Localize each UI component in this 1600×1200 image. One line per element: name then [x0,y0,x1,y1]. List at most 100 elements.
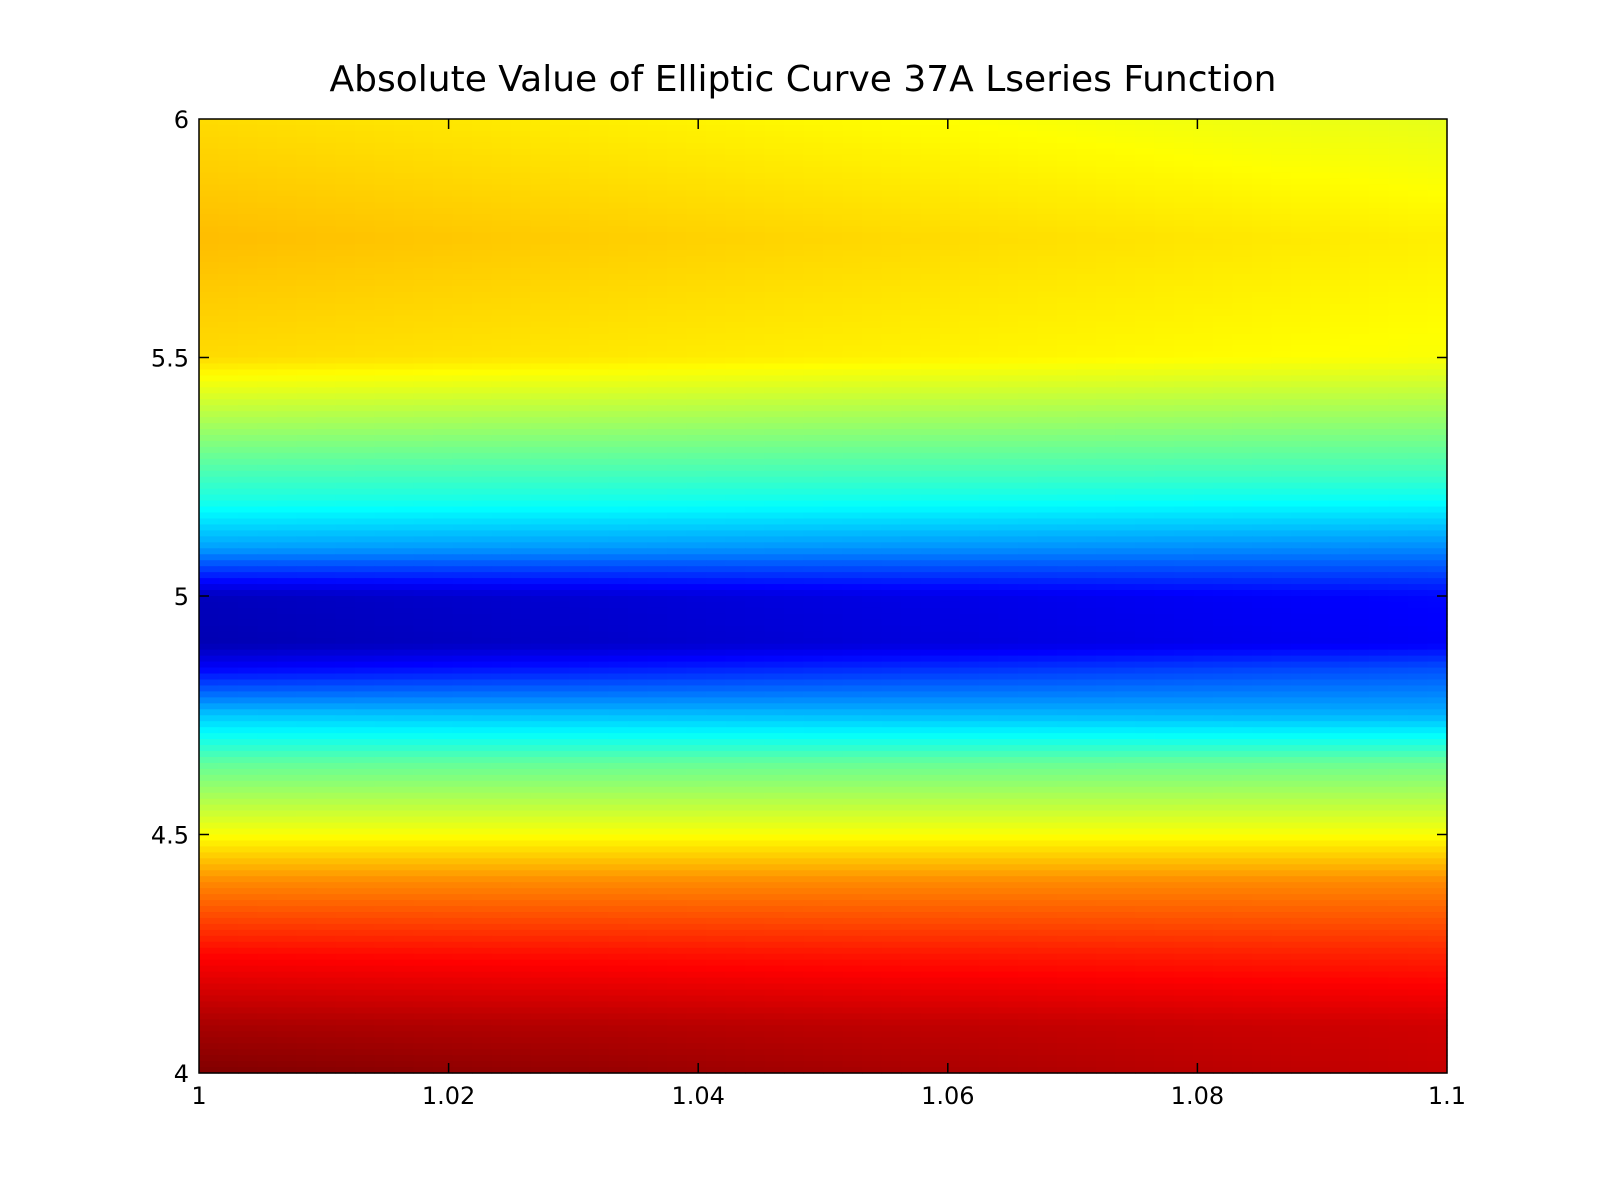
heatmap-cell [433,250,454,257]
heatmap-cell [823,482,844,490]
heatmap-cell [374,405,395,412]
heatmap-cell [1018,160,1039,168]
heatmap-cell [940,500,961,508]
heatmap-cell [277,566,298,573]
heatmap-cell [901,446,922,454]
heatmap-cell [862,136,883,144]
heatmap-cell [296,285,317,293]
heatmap-cell [238,136,259,144]
heatmap-cell [530,190,551,198]
heatmap-cell [569,160,590,168]
heatmap-cell [998,542,1019,549]
heatmap-cell [1349,279,1370,287]
heatmap-cell [725,250,746,257]
heatmap-cell [647,124,668,132]
heatmap-cell [472,512,493,520]
heatmap-cell [1252,446,1273,454]
heatmap-cell [901,160,922,168]
heatmap-cell [1252,393,1273,400]
heatmap-cell [1018,303,1039,311]
heatmap-cell [374,327,395,335]
heatmap-cell [530,339,551,347]
heatmap-cell [1330,285,1351,293]
heatmap-cell [959,488,980,496]
heatmap-cell [511,381,532,388]
heatmap-cell [1310,357,1331,365]
heatmap-cell [940,423,961,430]
heatmap-cell [491,285,512,293]
heatmap-cell [452,440,473,448]
heatmap-cell [940,488,961,496]
heatmap-cell [667,423,688,430]
heatmap-cell [1232,178,1253,186]
heatmap-cell [433,190,454,198]
heatmap-cell [550,136,571,144]
heatmap-cell [862,464,883,472]
heatmap-cell [686,572,707,579]
heatmap-cell [881,357,902,365]
heatmap-cell [1271,494,1292,502]
heatmap-cell [1349,262,1370,269]
heatmap-cell [1076,375,1097,382]
heatmap-cell [277,446,298,454]
heatmap-cell [491,464,512,472]
heatmap-cell [823,494,844,502]
heatmap-cell [667,166,688,174]
heatmap-cell [355,184,376,192]
heatmap-cell [998,172,1019,180]
heatmap-cell [1291,488,1312,496]
heatmap-cell [335,548,356,555]
heatmap-cell [452,411,473,418]
heatmap-cell [394,381,415,388]
heatmap-cell [335,285,356,293]
heatmap-cell [667,327,688,335]
heatmap-cell [647,178,668,186]
heatmap-cell [1349,506,1370,514]
heatmap-cell [335,142,356,150]
heatmap-cell [920,178,941,186]
heatmap-cell [667,375,688,382]
heatmap-cell [1252,530,1273,537]
heatmap-cell [881,256,902,263]
heatmap-cell [998,327,1019,335]
heatmap-cell [998,238,1019,245]
heatmap-cell [1232,238,1253,245]
heatmap-cell [823,309,844,317]
heatmap-cell [686,345,707,353]
heatmap-cell [355,440,376,448]
heatmap-cell [1310,464,1331,472]
heatmap-cell [784,399,805,406]
heatmap-cell [491,124,512,132]
heatmap-cell [199,381,220,388]
heatmap-cell [1388,339,1409,347]
heatmap-cell [335,405,356,412]
heatmap-cell [452,452,473,460]
heatmap-cell [1096,405,1117,412]
heatmap-cell [784,393,805,400]
heatmap-cell [1291,572,1312,579]
heatmap-cell [589,232,610,239]
heatmap-cell [413,291,434,299]
heatmap-cell [1057,214,1078,221]
heatmap-cell [491,256,512,263]
heatmap-cell [1213,566,1234,573]
heatmap-cell [1174,232,1195,239]
heatmap-cell [920,351,941,359]
heatmap-cell [374,417,395,424]
heatmap-cell [530,196,551,204]
heatmap-cell [920,554,941,561]
heatmap-cell [1213,518,1234,526]
heatmap-cell [1369,357,1390,365]
heatmap-cell [452,124,473,132]
heatmap-cell [686,518,707,526]
heatmap-cell [374,363,395,371]
heatmap-cell [1115,124,1136,132]
heatmap-cell [725,375,746,382]
heatmap-cell [491,315,512,323]
heatmap-cell [1252,399,1273,406]
heatmap-cell [647,411,668,418]
heatmap-cell [238,256,259,263]
heatmap-cell [1349,339,1370,347]
heatmap-cell [335,458,356,466]
heatmap-cell [862,387,883,394]
